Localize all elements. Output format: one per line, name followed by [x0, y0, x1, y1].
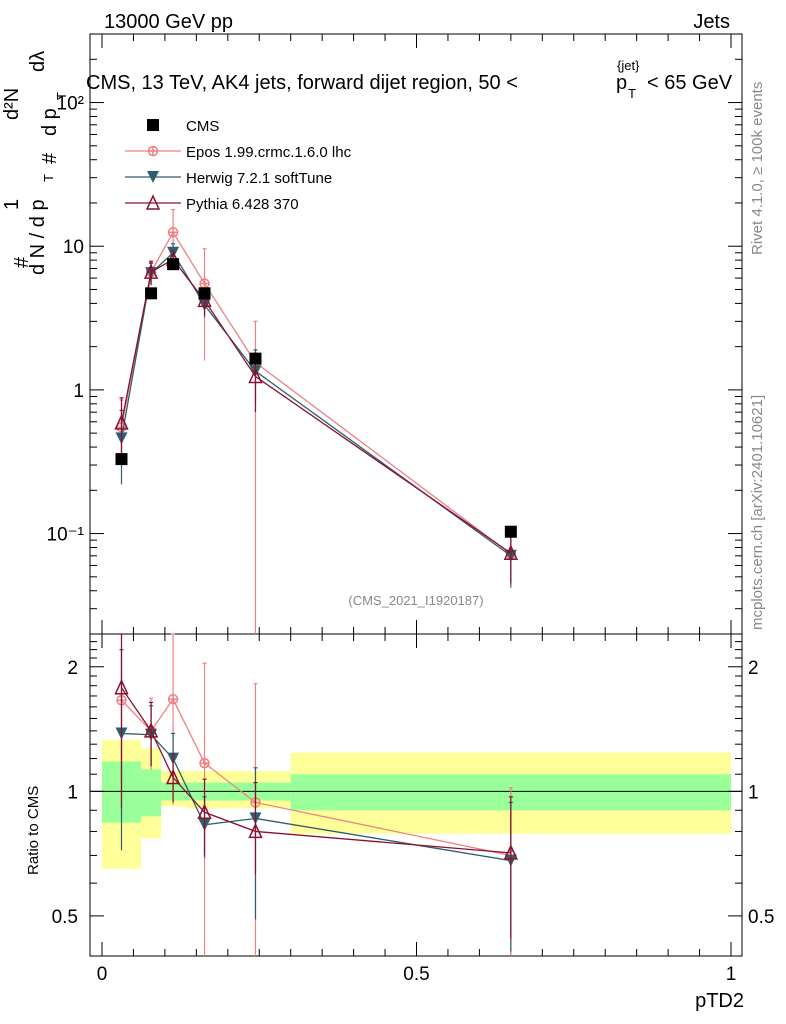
ratio-line-pythia [120, 687, 511, 854]
main-title-sup: {jet} [617, 58, 640, 73]
legend-label-herwig: Herwig 7.2.1 softTune [186, 170, 332, 187]
ylabel-t2: T [54, 92, 69, 100]
mcplots-label: mcplots.cern.ch [arXiv:2401.10621] [749, 395, 766, 630]
xtick-label: 0.5 [403, 964, 429, 985]
ratio-line-epos [121, 697, 511, 857]
legend-label-epos: Epos 1.99.crmc.1.6.0 lhc [186, 144, 352, 161]
main-ytick-label: 10 [63, 237, 84, 258]
main-point-cms [115, 453, 128, 466]
legend: CMS Epos 1.99.crmc.1.6.0 lhc Herwig 7.2.… [125, 118, 352, 213]
main-plot-area [114, 208, 519, 634]
ratio-ytick-label-right: 0.5 [748, 907, 774, 928]
ratio-point-pythia [143, 722, 159, 738]
ratio-ytick-label: 1 [67, 782, 78, 803]
ratio-y-label: Ratio to CMS [25, 786, 42, 875]
ylabel-hash2: # [39, 152, 61, 164]
main-title-text: CMS, 13 TeV, AK4 jets, forward dijet reg… [86, 72, 518, 94]
ratio-uncertainty-bands [90, 740, 742, 869]
ylabel-dp: d p [39, 108, 61, 136]
header-left: 13000 GeV pp [104, 11, 233, 33]
legend-label-cms: CMS [186, 118, 219, 135]
header-right: Jets [693, 11, 730, 33]
main-title-tail: < 65 GeV [647, 72, 733, 94]
main-point-pythia [143, 263, 159, 279]
rivet-label: Rivet 4.1.0, ≥ 100k events [749, 82, 766, 255]
ylabel-one: 1 [1, 199, 23, 210]
legend-marker-cms [147, 119, 159, 131]
main-line-pythia [120, 258, 512, 554]
x-axis-title: pTD2 [695, 990, 744, 1012]
ratio-point-pythia [503, 844, 519, 860]
ratio-ytick-label-right: 2 [748, 658, 759, 679]
main-point-pythia [503, 544, 519, 560]
ratio-ytick-label: 0.5 [52, 907, 78, 928]
legend-label-pythia: Pythia 6.428 370 [186, 196, 299, 213]
main-line-epos [120, 231, 512, 555]
ratio-point-pythia [248, 822, 263, 839]
main-point-cms [145, 287, 158, 300]
ylabel-dn: d N / d p [27, 199, 49, 275]
ratio-plot-area [114, 633, 519, 956]
xtick-label: 1 [726, 964, 737, 985]
ratio-point-pythia [114, 678, 129, 695]
main-point-pythia [197, 291, 212, 308]
ratio-ytick-label: 2 [67, 658, 78, 679]
analysis-watermark: (CMS_2021_I1920187) [348, 593, 483, 608]
main-title: CMS, 13 TeV, AK4 jets, forward dijet reg… [86, 58, 733, 101]
main-point-cms [504, 525, 517, 538]
main-ytick-label: 10⁻¹ [47, 525, 85, 546]
ratio-ytick-label-right: 1 [748, 782, 759, 803]
main-point-pythia [114, 414, 129, 430]
ylabel-t1: T [41, 174, 56, 182]
green-band-1 [140, 769, 162, 817]
axes: 10⁻¹ 1 10 10² 0.5 0.5 1 1 2 2 0 0.5 1 [47, 33, 774, 985]
legend-marker-herwig [147, 171, 159, 183]
main-point-cms [198, 287, 211, 300]
ratio-point-pythia [165, 768, 181, 785]
main-title-sub: T [628, 86, 636, 101]
legend-marker-pythia [145, 194, 161, 210]
ylabel-dlambda: dλ [27, 51, 49, 72]
main-title-p: p [616, 72, 627, 94]
ratio-point-pythia [197, 803, 212, 820]
main-point-cms [167, 258, 180, 271]
main-point-cms [249, 352, 262, 365]
xtick-label: 0 [97, 964, 108, 985]
ylabel-hash1: # [11, 256, 33, 268]
main-ytick-label: 1 [73, 381, 84, 402]
main-y-label: # 1 d N / d p T # d²N d p T dλ [1, 51, 69, 275]
main-point-pythia [248, 367, 263, 384]
main-ytick-label: 10² [57, 94, 84, 115]
ylabel-d2n: d²N [1, 88, 23, 120]
